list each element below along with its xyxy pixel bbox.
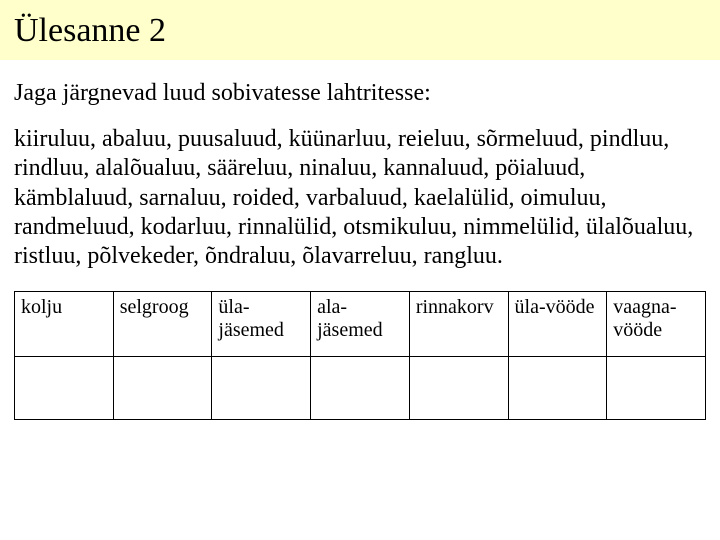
cell-vaagnavoode[interactable] bbox=[607, 357, 706, 420]
cell-selgroog[interactable] bbox=[113, 357, 212, 420]
col-ulajasemed: üla-jäsemed bbox=[212, 292, 311, 357]
title-band: Ülesanne 2 bbox=[0, 0, 720, 60]
page-title: Ülesanne 2 bbox=[14, 12, 706, 50]
table-header-row: kolju selgroog üla-jäsemed ala-jäsemed r… bbox=[15, 292, 706, 357]
col-alajasemed: ala-jäsemed bbox=[311, 292, 410, 357]
col-ulavoode: üla-vööde bbox=[508, 292, 607, 357]
col-kolju: kolju bbox=[15, 292, 114, 357]
cell-ulavoode[interactable] bbox=[508, 357, 607, 420]
cell-kolju[interactable] bbox=[15, 357, 114, 420]
cell-alajasemed[interactable] bbox=[311, 357, 410, 420]
cell-rinnakorv[interactable] bbox=[409, 357, 508, 420]
intro-text: Jaga järgnevad luud sobivatesse lahtrite… bbox=[0, 60, 720, 107]
categories-table: kolju selgroog üla-jäsemed ala-jäsemed r… bbox=[14, 291, 706, 420]
bones-paragraph: kiiruluu, abaluu, puusaluud, küünarluu, … bbox=[0, 107, 720, 271]
col-vaagnavoode: vaagna-vööde bbox=[607, 292, 706, 357]
col-rinnakorv: rinnakorv bbox=[409, 292, 508, 357]
exercise-page: Ülesanne 2 Jaga järgnevad luud sobivates… bbox=[0, 0, 720, 540]
categories-table-wrap: kolju selgroog üla-jäsemed ala-jäsemed r… bbox=[0, 271, 720, 420]
col-selgroog: selgroog bbox=[113, 292, 212, 357]
table-row bbox=[15, 357, 706, 420]
cell-ulajasemed[interactable] bbox=[212, 357, 311, 420]
